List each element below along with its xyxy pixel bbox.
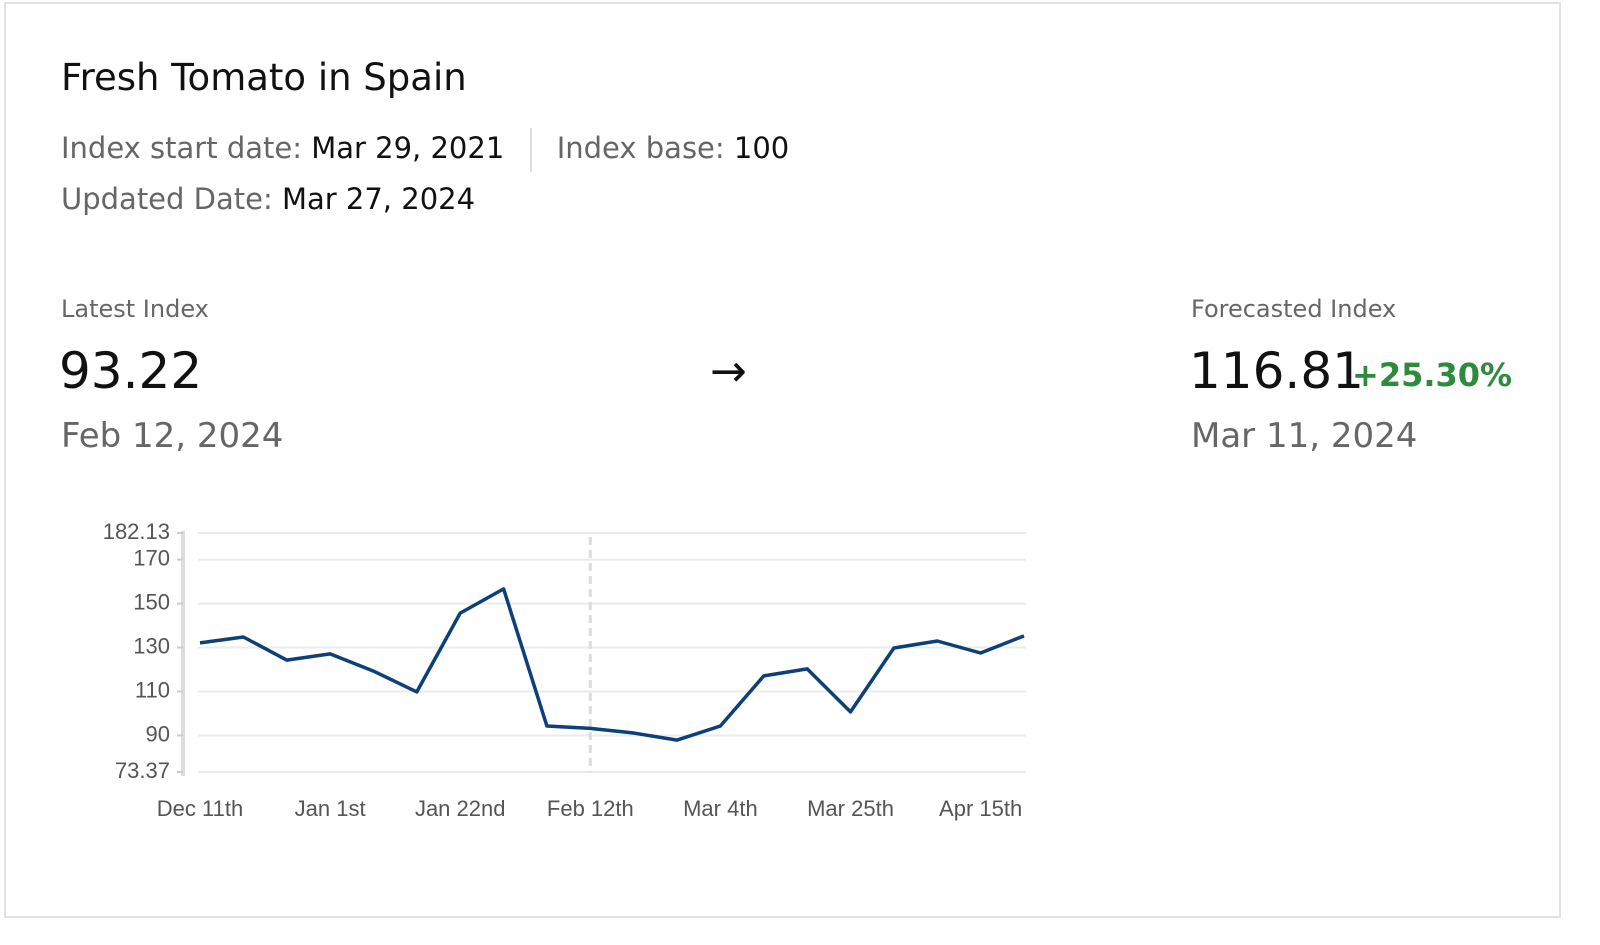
x-tick-label: Mar 4th (683, 796, 758, 821)
meta-label: Updated Date: (61, 182, 273, 216)
meta-row: Updated Date: Mar 27, 2024 (61, 182, 475, 216)
y-tick-label: 170 (133, 545, 170, 570)
meta-label: Index base: (556, 131, 725, 165)
meta-value: Mar 27, 2024 (281, 182, 476, 216)
y-tick-label: 110 (135, 677, 170, 702)
data-line (199, 587, 1025, 742)
stat-date: Feb 12, 2024 (61, 416, 284, 456)
x-tick-label: Jan 22nd (415, 796, 506, 821)
title: Fresh Tomato in Spain (61, 56, 467, 99)
stat-value: 116.81 (1189, 342, 1364, 400)
meta-value: 100 (733, 131, 790, 165)
meta-row: Index start date: Mar 29, 2021 Index bas… (61, 128, 789, 172)
card (4, 2, 1561, 918)
x-tick-label: Mar 25th (807, 796, 894, 821)
stat-change: +25.30% (1352, 356, 1513, 394)
meta-value: Mar 29, 2021 (311, 131, 505, 165)
y-tick-label: 182.13 (103, 519, 170, 544)
y-tick-label: 90 (146, 721, 170, 746)
meta-label: Index start date: (61, 131, 302, 165)
divider (529, 128, 532, 172)
x-tick-label: Apr 15th (939, 796, 1022, 821)
arrow-icon: → (710, 346, 747, 397)
stat-date: Mar 11, 2024 (1191, 416, 1418, 456)
stat-label: Forecasted Index (1191, 295, 1397, 323)
stat-label: Latest Index (61, 295, 209, 323)
y-tick-label: 150 (133, 589, 170, 614)
y-tick-label: 73.37 (115, 758, 170, 783)
y-tick-label: 130 (133, 633, 170, 658)
stat-value: 93.22 (59, 342, 203, 400)
x-tick-label: Feb 12th (547, 796, 634, 821)
x-tick-label: Jan 1st (295, 796, 366, 821)
x-tick-label: Dec 11th (157, 796, 243, 821)
